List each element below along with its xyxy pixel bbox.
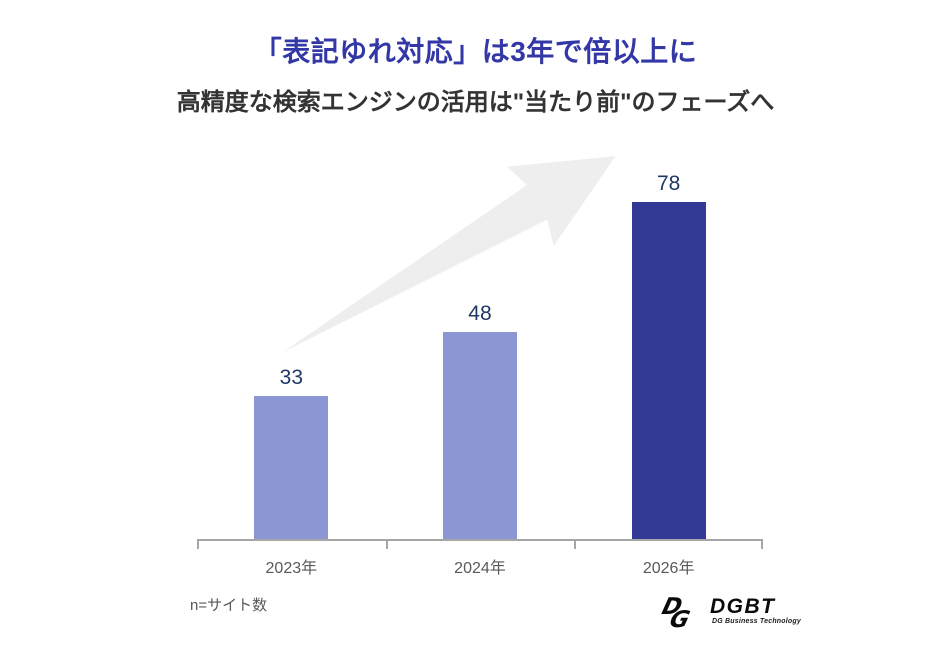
logo-name: DGBT bbox=[710, 595, 776, 618]
footnote: n=サイト数 bbox=[190, 597, 268, 614]
svg-text:G: G bbox=[667, 605, 693, 629]
bar-2024年 bbox=[443, 332, 517, 539]
chart-subtitle: 高精度な検索エンジンの活用は"当たり前"のフェーズへ bbox=[176, 89, 775, 116]
x-axis-label-2026年: 2026年 bbox=[642, 560, 695, 577]
bar-value-label-2024年: 48 bbox=[468, 302, 492, 325]
x-axis-tick bbox=[574, 539, 577, 549]
x-axis-tick bbox=[385, 539, 388, 549]
chart-title: 「表記ゆれ対応」は3年で倍以上に bbox=[253, 36, 698, 67]
dg-logo-mark-icon: D G bbox=[659, 593, 693, 629]
dgbt-logo: D G DGBT DG Business Technology bbox=[652, 593, 801, 629]
bar-2023年 bbox=[254, 396, 329, 539]
x-axis-label-2023年: 2023年 bbox=[265, 560, 318, 577]
x-axis-line bbox=[197, 539, 763, 541]
logo-text-block: DGBT DG Business Technology bbox=[710, 593, 801, 625]
bar-chart: 33 48 78 2023年 2024年 2026年 bbox=[197, 150, 763, 577]
bar-value-label-2026年: 78 bbox=[656, 172, 681, 195]
x-axis-label-2024年: 2024年 bbox=[454, 560, 506, 577]
logo-tagline: DG Business Technology bbox=[712, 618, 801, 625]
x-axis-tick bbox=[197, 539, 199, 549]
x-axis-tick bbox=[761, 539, 763, 549]
bar-value-label-2023年: 33 bbox=[279, 366, 303, 389]
bar-2026年 bbox=[631, 202, 706, 539]
